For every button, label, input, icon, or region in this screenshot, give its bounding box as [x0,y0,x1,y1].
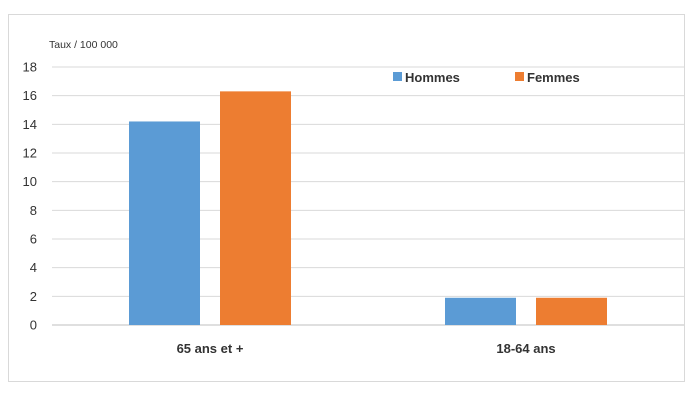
bars [129,91,607,325]
y-tick-label: 8 [30,203,37,218]
legend: Hommes Femmes [393,70,580,85]
legend-swatch-femmes [515,72,524,81]
y-tick-label: 18 [23,60,37,75]
x-category-label: 18-64 ans [496,341,555,356]
bar-hommes-2 [445,297,516,325]
y-tick-label: 0 [30,318,37,333]
x-axis-categories: 65 ans et + 18-64 ans [177,341,556,356]
y-tick-label: 6 [30,232,37,247]
y-axis-unit-label: Taux / 100 000 [49,39,118,51]
y-tick-label: 4 [30,260,37,275]
y-tick-label: 16 [23,88,37,103]
x-category-label: 65 ans et + [177,341,244,356]
y-tick-label: 14 [23,117,37,132]
y-tick-label: 10 [23,174,37,189]
bar-femmes-2 [536,297,607,325]
y-tick-label: 2 [30,289,37,304]
legend-label-femmes: Femmes [527,70,580,85]
y-tick-label: 12 [23,146,37,161]
bar-femmes-1 [220,91,291,325]
legend-swatch-hommes [393,72,402,81]
y-axis-ticks: 0 2 4 6 8 10 12 14 16 18 [23,60,37,333]
legend-label-hommes: Hommes [405,70,460,85]
bar-hommes-1 [129,121,200,325]
